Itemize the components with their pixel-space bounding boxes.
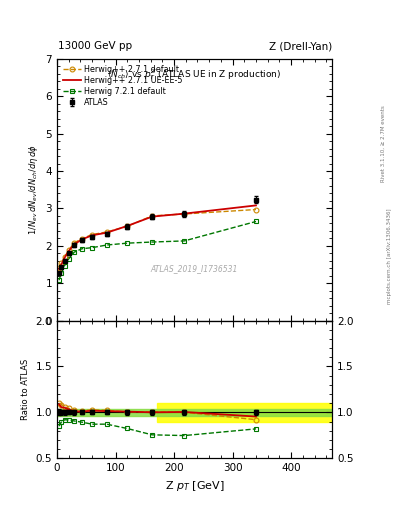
Herwig++ 2.7.1 UE-EE-5 [182, 210, 187, 217]
Legend: Herwig++ 2.7.1 default, Herwig++ 2.7.1 UE-EE-5, Herwig 7.2.1 default, ATLAS: Herwig++ 2.7.1 default, Herwig++ 2.7.1 U… [61, 63, 185, 110]
Herwig++ 2.7.1 default [182, 211, 187, 217]
Herwig++ 2.7.1 UE-EE-5 [57, 266, 61, 272]
Herwig++ 2.7.1 default [62, 254, 67, 260]
Herwig 7.2.1 default [72, 249, 77, 255]
Herwig++ 2.7.1 UE-EE-5 [62, 254, 67, 261]
Herwig 7.2.1 default [66, 256, 71, 262]
Text: Z (Drell-Yan): Z (Drell-Yan) [269, 41, 332, 51]
Herwig++ 2.7.1 default [150, 213, 154, 219]
Herwig++ 2.7.1 UE-EE-5 [150, 214, 154, 220]
Herwig 7.2.1 default [105, 242, 109, 248]
Text: Rivet 3.1.10, ≥ 2.7M events: Rivet 3.1.10, ≥ 2.7M events [381, 105, 386, 182]
Herwig++ 2.7.1 default [125, 223, 130, 229]
Herwig 7.2.1 default [90, 245, 94, 251]
Herwig++ 2.7.1 default [79, 236, 84, 242]
Herwig++ 2.7.1 default [66, 247, 71, 253]
Text: mcplots.cern.ch [arXiv:1306.3436]: mcplots.cern.ch [arXiv:1306.3436] [387, 208, 391, 304]
Herwig++ 2.7.1 UE-EE-5 [125, 223, 130, 229]
Line: Herwig 7.2.1 default: Herwig 7.2.1 default [57, 219, 259, 283]
Line: Herwig++ 2.7.1 default: Herwig++ 2.7.1 default [57, 207, 259, 271]
Herwig 7.2.1 default [182, 238, 187, 244]
Herwig 7.2.1 default [59, 270, 64, 276]
Y-axis label: $1/N_{ev}\,dN_{ev}/dN_{ch}/d\eta\,d\phi$: $1/N_{ev}\,dN_{ev}/dN_{ch}/d\eta\,d\phi$ [27, 144, 40, 235]
Herwig++ 2.7.1 UE-EE-5 [66, 248, 71, 254]
Herwig 7.2.1 default [79, 246, 84, 252]
Bar [57, 409, 332, 416]
Y-axis label: Ratio to ATLAS: Ratio to ATLAS [21, 359, 30, 420]
Bar [156, 403, 332, 421]
Herwig 7.2.1 default [57, 277, 61, 283]
Herwig++ 2.7.1 UE-EE-5 [105, 229, 109, 236]
Line: Herwig++ 2.7.1 UE-EE-5: Herwig++ 2.7.1 UE-EE-5 [59, 205, 256, 269]
Herwig 7.2.1 default [253, 219, 258, 225]
X-axis label: Z $p_T$ [GeV]: Z $p_T$ [GeV] [165, 479, 224, 493]
Herwig++ 2.7.1 default [59, 260, 64, 266]
Text: 13000 GeV pp: 13000 GeV pp [58, 41, 132, 51]
Herwig++ 2.7.1 default [90, 231, 94, 238]
Text: ATLAS_2019_I1736531: ATLAS_2019_I1736531 [151, 264, 238, 273]
Herwig++ 2.7.1 default [72, 240, 77, 246]
Herwig++ 2.7.1 UE-EE-5 [79, 237, 84, 243]
Herwig++ 2.7.1 UE-EE-5 [59, 262, 64, 268]
Herwig++ 2.7.1 UE-EE-5 [253, 202, 258, 208]
Herwig++ 2.7.1 default [105, 229, 109, 235]
Text: $\langle N_{ch}\rangle$ vs $p_T^Z$ (ATLAS UE in Z production): $\langle N_{ch}\rangle$ vs $p_T^Z$ (ATLA… [107, 67, 282, 81]
Herwig 7.2.1 default [62, 263, 67, 269]
Herwig++ 2.7.1 UE-EE-5 [90, 232, 94, 239]
Herwig++ 2.7.1 default [57, 265, 61, 271]
Herwig 7.2.1 default [125, 240, 130, 246]
Herwig++ 2.7.1 UE-EE-5 [72, 241, 77, 247]
Herwig++ 2.7.1 default [253, 206, 258, 212]
Herwig 7.2.1 default [150, 239, 154, 245]
